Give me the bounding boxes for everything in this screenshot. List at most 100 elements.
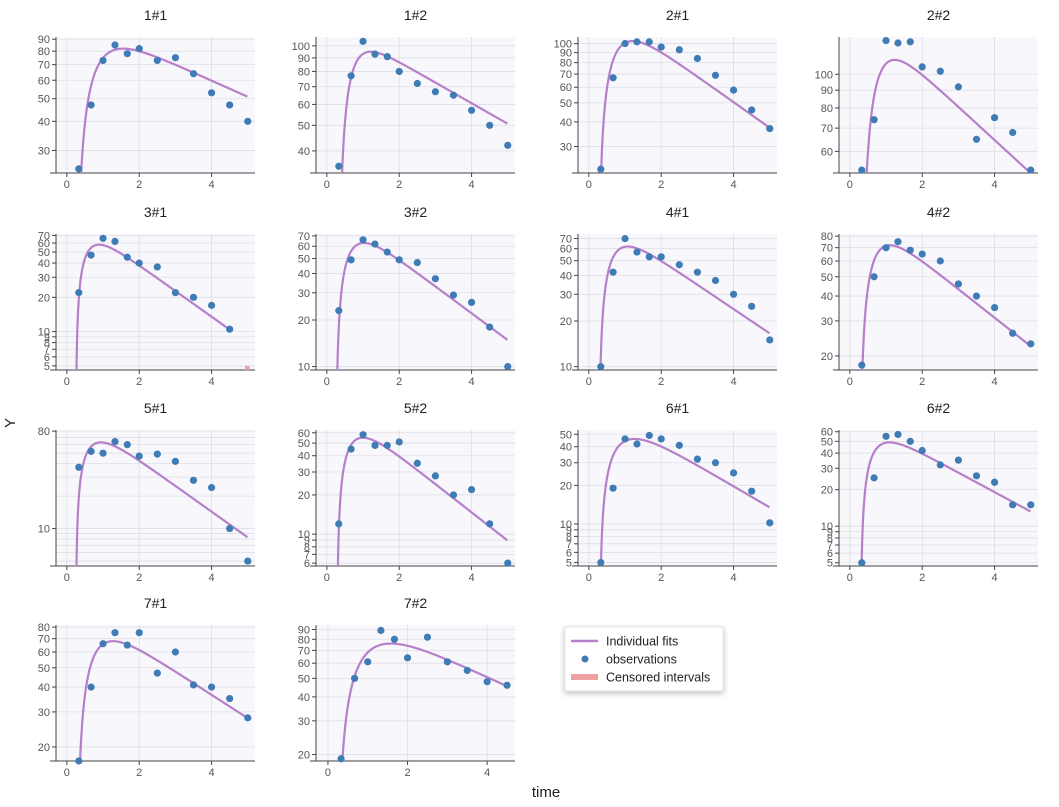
y-tick-label: 10: [298, 529, 310, 541]
x-tick-label: 4: [992, 572, 998, 584]
x-tick-label: 0: [847, 376, 853, 388]
fit-curve: [865, 58, 1032, 173]
x-tick-label: 4: [469, 376, 475, 388]
fit-curve: [75, 243, 230, 370]
observation-point: [423, 633, 432, 641]
y-tick-label: 5: [566, 558, 572, 570]
x-tick-label: 4: [484, 767, 490, 779]
y-tick-label: 8: [566, 531, 572, 543]
x-tick-label: 0: [586, 572, 592, 584]
y-tick-label: 30: [560, 289, 572, 301]
x-tick-label: 0: [64, 767, 70, 779]
x-tick-label: 0: [64, 179, 70, 191]
observation-point: [597, 165, 605, 173]
y-tick-label: 80: [298, 634, 310, 646]
observation-point: [633, 440, 641, 448]
observation-point: [990, 303, 999, 312]
observation-point: [226, 524, 234, 533]
y-tick-label: 20: [821, 351, 833, 363]
observation-point: [1027, 501, 1035, 509]
x-tick-label: 2: [136, 572, 142, 584]
y-tick-label: 20: [821, 485, 833, 497]
observation-point: [347, 445, 355, 453]
x-tick-label: 4: [209, 179, 215, 191]
y-tick-label: 20: [298, 315, 310, 327]
panel-title: 3#1: [144, 204, 168, 220]
observation-point: [609, 268, 617, 276]
x-tick-label: 0: [64, 572, 70, 584]
observation-point: [621, 435, 629, 443]
y-axis-title: Y: [2, 418, 19, 428]
observation-point: [972, 292, 981, 300]
observation-point: [729, 86, 738, 94]
y-tick-label: 40: [560, 117, 572, 129]
observation-point: [111, 629, 119, 637]
y-tick-label: 5: [44, 361, 50, 373]
observation-point: [609, 484, 617, 492]
observation-point: [207, 483, 216, 492]
observation-point: [748, 302, 756, 310]
observation-point: [87, 683, 95, 691]
observation-point: [918, 446, 926, 455]
observation-point: [395, 256, 403, 264]
observation-point: [244, 117, 252, 125]
panel-title: 7#1: [144, 595, 168, 611]
y-tick-label: 50: [298, 253, 310, 265]
observation-point: [171, 648, 179, 656]
observation-point: [894, 430, 902, 439]
y-tick-label: 30: [560, 141, 572, 153]
y-tick-label: 70: [821, 243, 833, 255]
observation-point: [1009, 501, 1017, 509]
observation-point: [99, 640, 107, 648]
y-tick-label: 40: [560, 270, 572, 282]
observation-point: [483, 678, 491, 686]
y-tick-label: 60: [560, 82, 572, 94]
observation-point: [597, 363, 605, 371]
observation-point: [383, 441, 391, 449]
panel-title: 1#1: [144, 7, 168, 23]
plot-area: [839, 234, 1038, 370]
observation-point: [189, 476, 198, 484]
observation-point: [99, 449, 107, 457]
observation-point: [75, 289, 83, 297]
observation-point: [153, 56, 161, 65]
observation-point: [936, 67, 944, 75]
observation-point: [431, 472, 439, 480]
observation-point: [621, 234, 629, 243]
observation-point: [894, 238, 902, 246]
observation-point: [335, 520, 343, 528]
plot-area: [316, 625, 515, 761]
observation-point: [431, 88, 439, 96]
x-tick-label: 2: [658, 179, 664, 191]
y-tick-label: 20: [38, 742, 50, 754]
observation-point: [189, 681, 198, 689]
x-tick-label: 2: [396, 572, 402, 584]
observation-point: [413, 259, 421, 267]
observation-point: [693, 54, 702, 63]
y-tick-label: 40: [298, 146, 310, 158]
x-tick-label: 4: [731, 572, 737, 584]
observation-point: [244, 557, 252, 565]
observation-point: [486, 121, 494, 129]
fit-curve: [80, 47, 248, 173]
observation-point: [226, 694, 234, 703]
observation-point: [207, 683, 216, 691]
observation-point: [486, 323, 494, 331]
y-tick-label: 70: [560, 234, 572, 246]
y-tick-label: 30: [38, 707, 50, 719]
y-tick-label: 6: [566, 547, 572, 559]
observation-point: [504, 559, 512, 567]
panel-title: 7#2: [404, 595, 428, 611]
y-tick-label: 9: [566, 525, 572, 537]
observation-point: [153, 450, 161, 458]
observation-point: [675, 46, 683, 54]
observation-point: [711, 459, 720, 467]
observation-point: [364, 658, 372, 666]
y-tick-label: 10: [38, 524, 50, 536]
y-tick-label: 9: [44, 332, 50, 344]
y-tick-label: 40: [38, 258, 50, 270]
observation-point: [449, 291, 458, 299]
x-tick-label: 4: [209, 376, 215, 388]
y-tick-label: 40: [821, 291, 833, 303]
